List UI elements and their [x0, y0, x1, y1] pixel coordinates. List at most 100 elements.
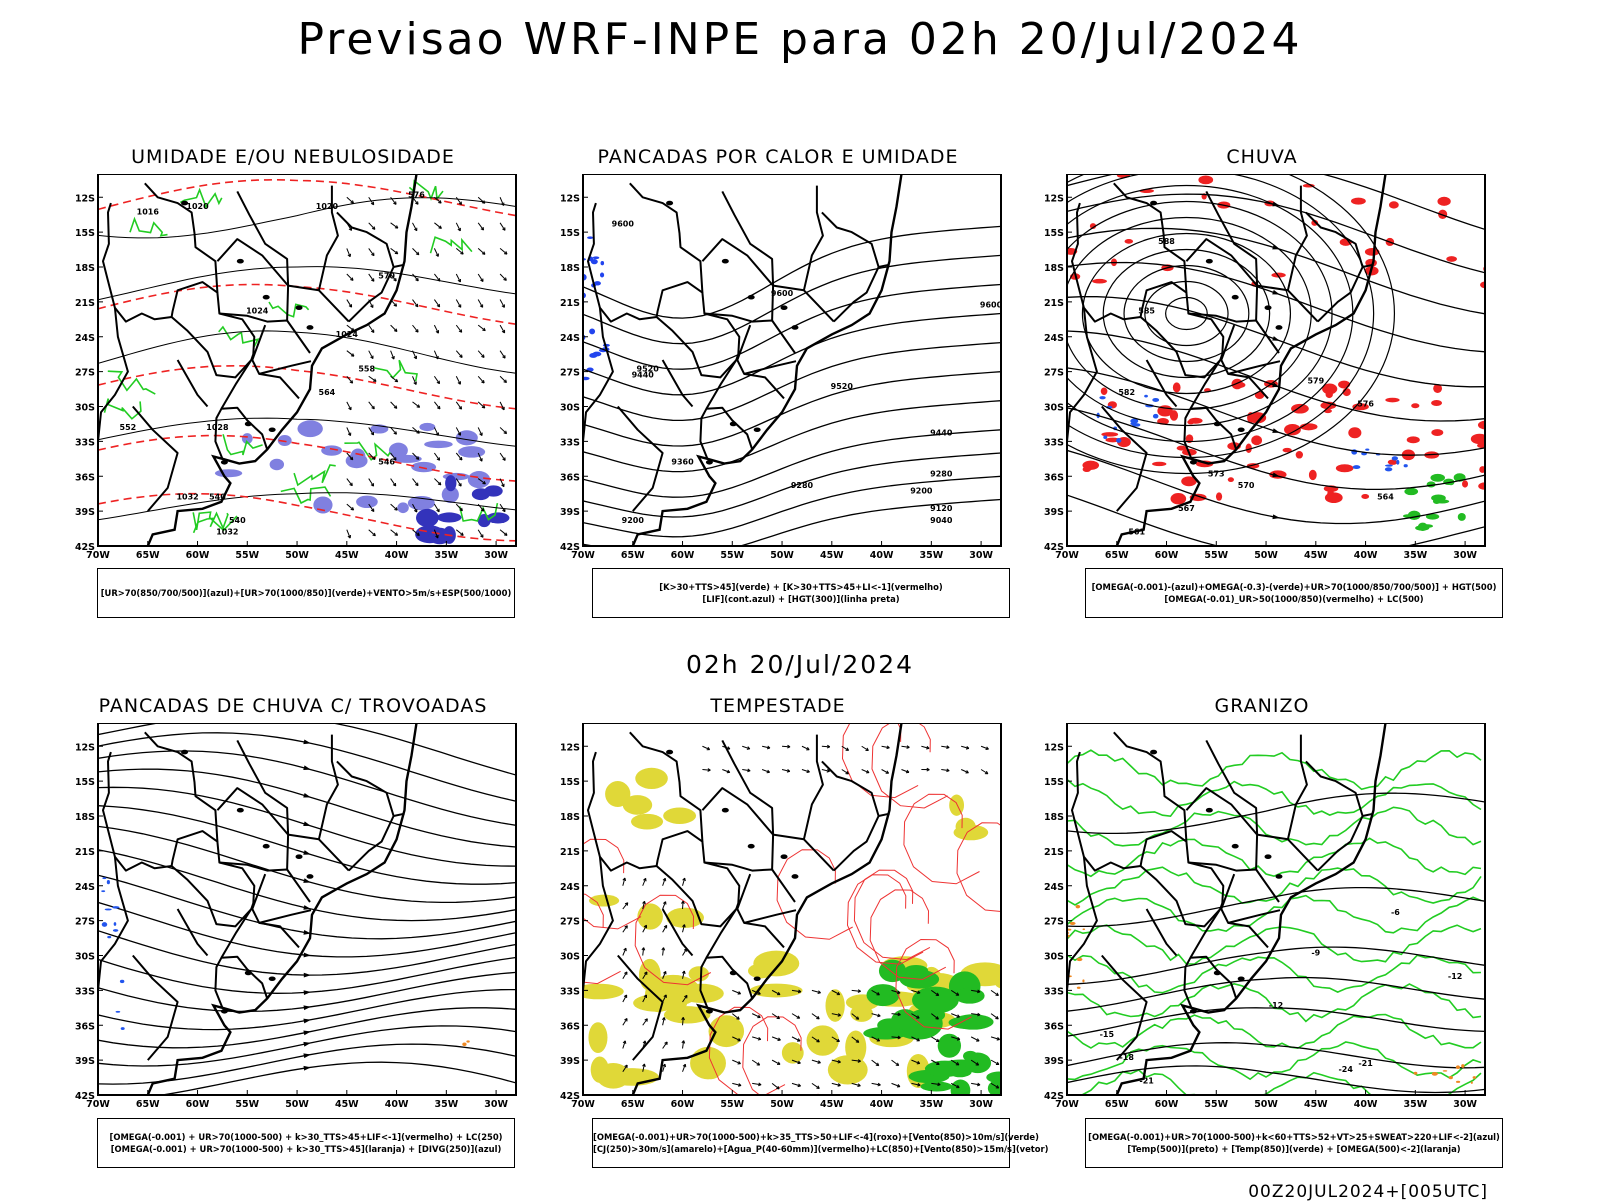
contour-label: -24 [1338, 1065, 1353, 1074]
border-line [172, 317, 252, 377]
border-line [1221, 874, 1280, 923]
border-line [1306, 761, 1363, 870]
border-line [1221, 325, 1280, 374]
border-line [133, 956, 178, 1061]
omega-orange-area [1456, 1065, 1460, 1069]
border-line [700, 408, 752, 459]
legend-umidade: [UR>70(850/700/500)](azul)+[UR>70(1000/8… [97, 568, 515, 618]
jet-yellow-area [635, 768, 668, 789]
lake [269, 976, 276, 981]
omega-blue-area [1153, 414, 1158, 419]
divergence-blue-area [102, 877, 106, 879]
divergence-blue-area [121, 1027, 125, 1030]
lake [1265, 305, 1272, 310]
contour-label: 1024 [246, 307, 269, 316]
legend-line: [OMEGA(-0.001)+UR>70(1000-500)+k<60+TTS>… [1086, 1131, 1502, 1143]
lc850-streamline [872, 723, 948, 808]
border-line [1188, 314, 1279, 354]
lake [781, 854, 788, 859]
omega-orange-area [1076, 905, 1081, 909]
lat-tick-label: 39S [560, 507, 580, 518]
wind850-green-area [921, 1081, 953, 1091]
flow-arrowhead [303, 905, 311, 910]
temp850-contour [1067, 1015, 1481, 1049]
flow-arrowhead [303, 821, 311, 826]
omega-blue-area [1396, 460, 1399, 465]
lon-tick-label: 45W [335, 1099, 359, 1110]
omega-blue-area [1365, 449, 1369, 451]
map-frame [583, 174, 1001, 546]
rain-red-area [1125, 239, 1134, 244]
panel-title: PANCADAS DE CHUVA C/ TROVOADAS [58, 695, 528, 717]
contour-label: 9600 [612, 219, 635, 228]
border-line [259, 374, 299, 399]
humidity-green-contour [374, 360, 417, 381]
border-line [219, 314, 310, 354]
contour-label: 573 [1208, 469, 1225, 478]
lake [1150, 201, 1157, 206]
lat-tick-label: 24S [1044, 333, 1064, 344]
rain-red-area [1351, 198, 1366, 205]
lon-tick-label: 50W [285, 1099, 309, 1110]
wind850-green-area [948, 1066, 971, 1077]
lat-tick-label: 15S [75, 228, 95, 239]
lat-tick-label: 12S [1044, 193, 1064, 204]
border-line [1147, 360, 1177, 407]
lat-tick-label: 12S [75, 193, 95, 204]
pressure-contour [98, 331, 516, 373]
flow-arrowhead [1272, 290, 1280, 295]
lake [221, 460, 228, 465]
wind-vector [456, 351, 462, 358]
contour-label: -9 [1311, 949, 1320, 958]
lake [221, 1009, 228, 1014]
panel-title: UMIDADE E/OU NEBULOSIDADE [58, 146, 528, 168]
rain-red-area [1462, 480, 1468, 487]
jet-yellow-area [825, 989, 844, 1022]
omega-green-area [1404, 488, 1418, 495]
border-line [822, 212, 879, 321]
rain-red-area [1216, 492, 1222, 500]
wind850-green-area [951, 1080, 971, 1102]
divergence-blue-area [102, 922, 108, 927]
contour-label: 558 [358, 365, 375, 374]
lake [791, 325, 798, 330]
wind-vector [347, 197, 354, 203]
omega-blue-area [1353, 465, 1361, 469]
map-content [61, 723, 516, 1102]
lat-tick-label: 36S [1044, 472, 1064, 483]
lon-tick-label: 70W [1055, 1099, 1079, 1110]
humidity-green-contour [431, 237, 472, 253]
lake [1232, 295, 1239, 300]
lon-tick-label: 70W [571, 1099, 595, 1110]
flow-arrowhead [303, 1005, 310, 1010]
rain-red-area [1389, 201, 1399, 208]
lat-tick-label: 27S [75, 917, 95, 928]
legend-tempestade: [OMEGA(-0.001)+UR>70(1000-500)+k>35_TTS>… [592, 1118, 1010, 1168]
lon-tick-label: 50W [770, 1099, 794, 1110]
humidity-darkblue-area [437, 512, 461, 522]
lat-tick-label: 15S [560, 228, 580, 239]
omega-orange-area [1082, 928, 1085, 930]
lat-tick-label: 15S [560, 777, 580, 788]
contour-label: 9600 [980, 301, 1003, 310]
humidity-green-contour [294, 465, 336, 485]
rain-red-area [1187, 420, 1194, 425]
divergence-blue-area [114, 922, 117, 926]
pressure-contour [98, 198, 516, 238]
map-content: -6-9-12-12-15-18-21-21-24 [1030, 723, 1485, 1106]
lat-tick-label: 36S [560, 472, 580, 483]
omega-orange-area [1473, 1076, 1476, 1079]
divergence-blue-area [107, 880, 110, 884]
divergence-blue-area [120, 980, 124, 983]
jet-yellow-area [637, 903, 663, 929]
streamline [98, 850, 516, 921]
humidity-blue-area [397, 502, 409, 513]
border-line [1102, 407, 1147, 512]
humidity-blue-area [458, 446, 485, 457]
lon-tick-label: 50W [1254, 550, 1278, 561]
jet-yellow-area [1010, 1060, 1013, 1093]
